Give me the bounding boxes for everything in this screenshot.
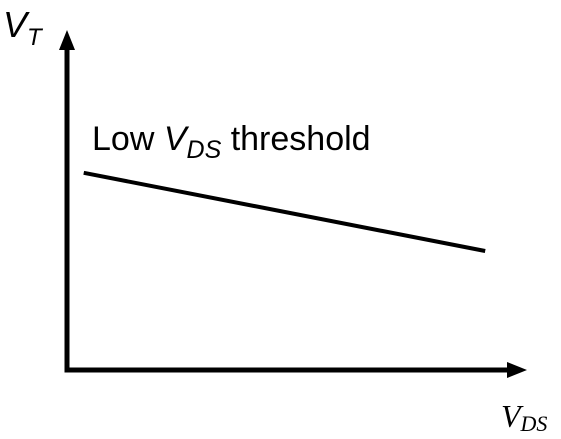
annotation-label: Low VDS threshold bbox=[92, 120, 371, 164]
y-axis-label: VT bbox=[3, 4, 44, 51]
x-axis-arrow-icon bbox=[507, 362, 527, 378]
x-axis-label: VDS bbox=[501, 398, 547, 436]
y-axis-arrow-icon bbox=[59, 30, 75, 50]
series-line bbox=[83, 170, 486, 253]
caption: Drain induced barrier lowering bbox=[30, 435, 561, 439]
